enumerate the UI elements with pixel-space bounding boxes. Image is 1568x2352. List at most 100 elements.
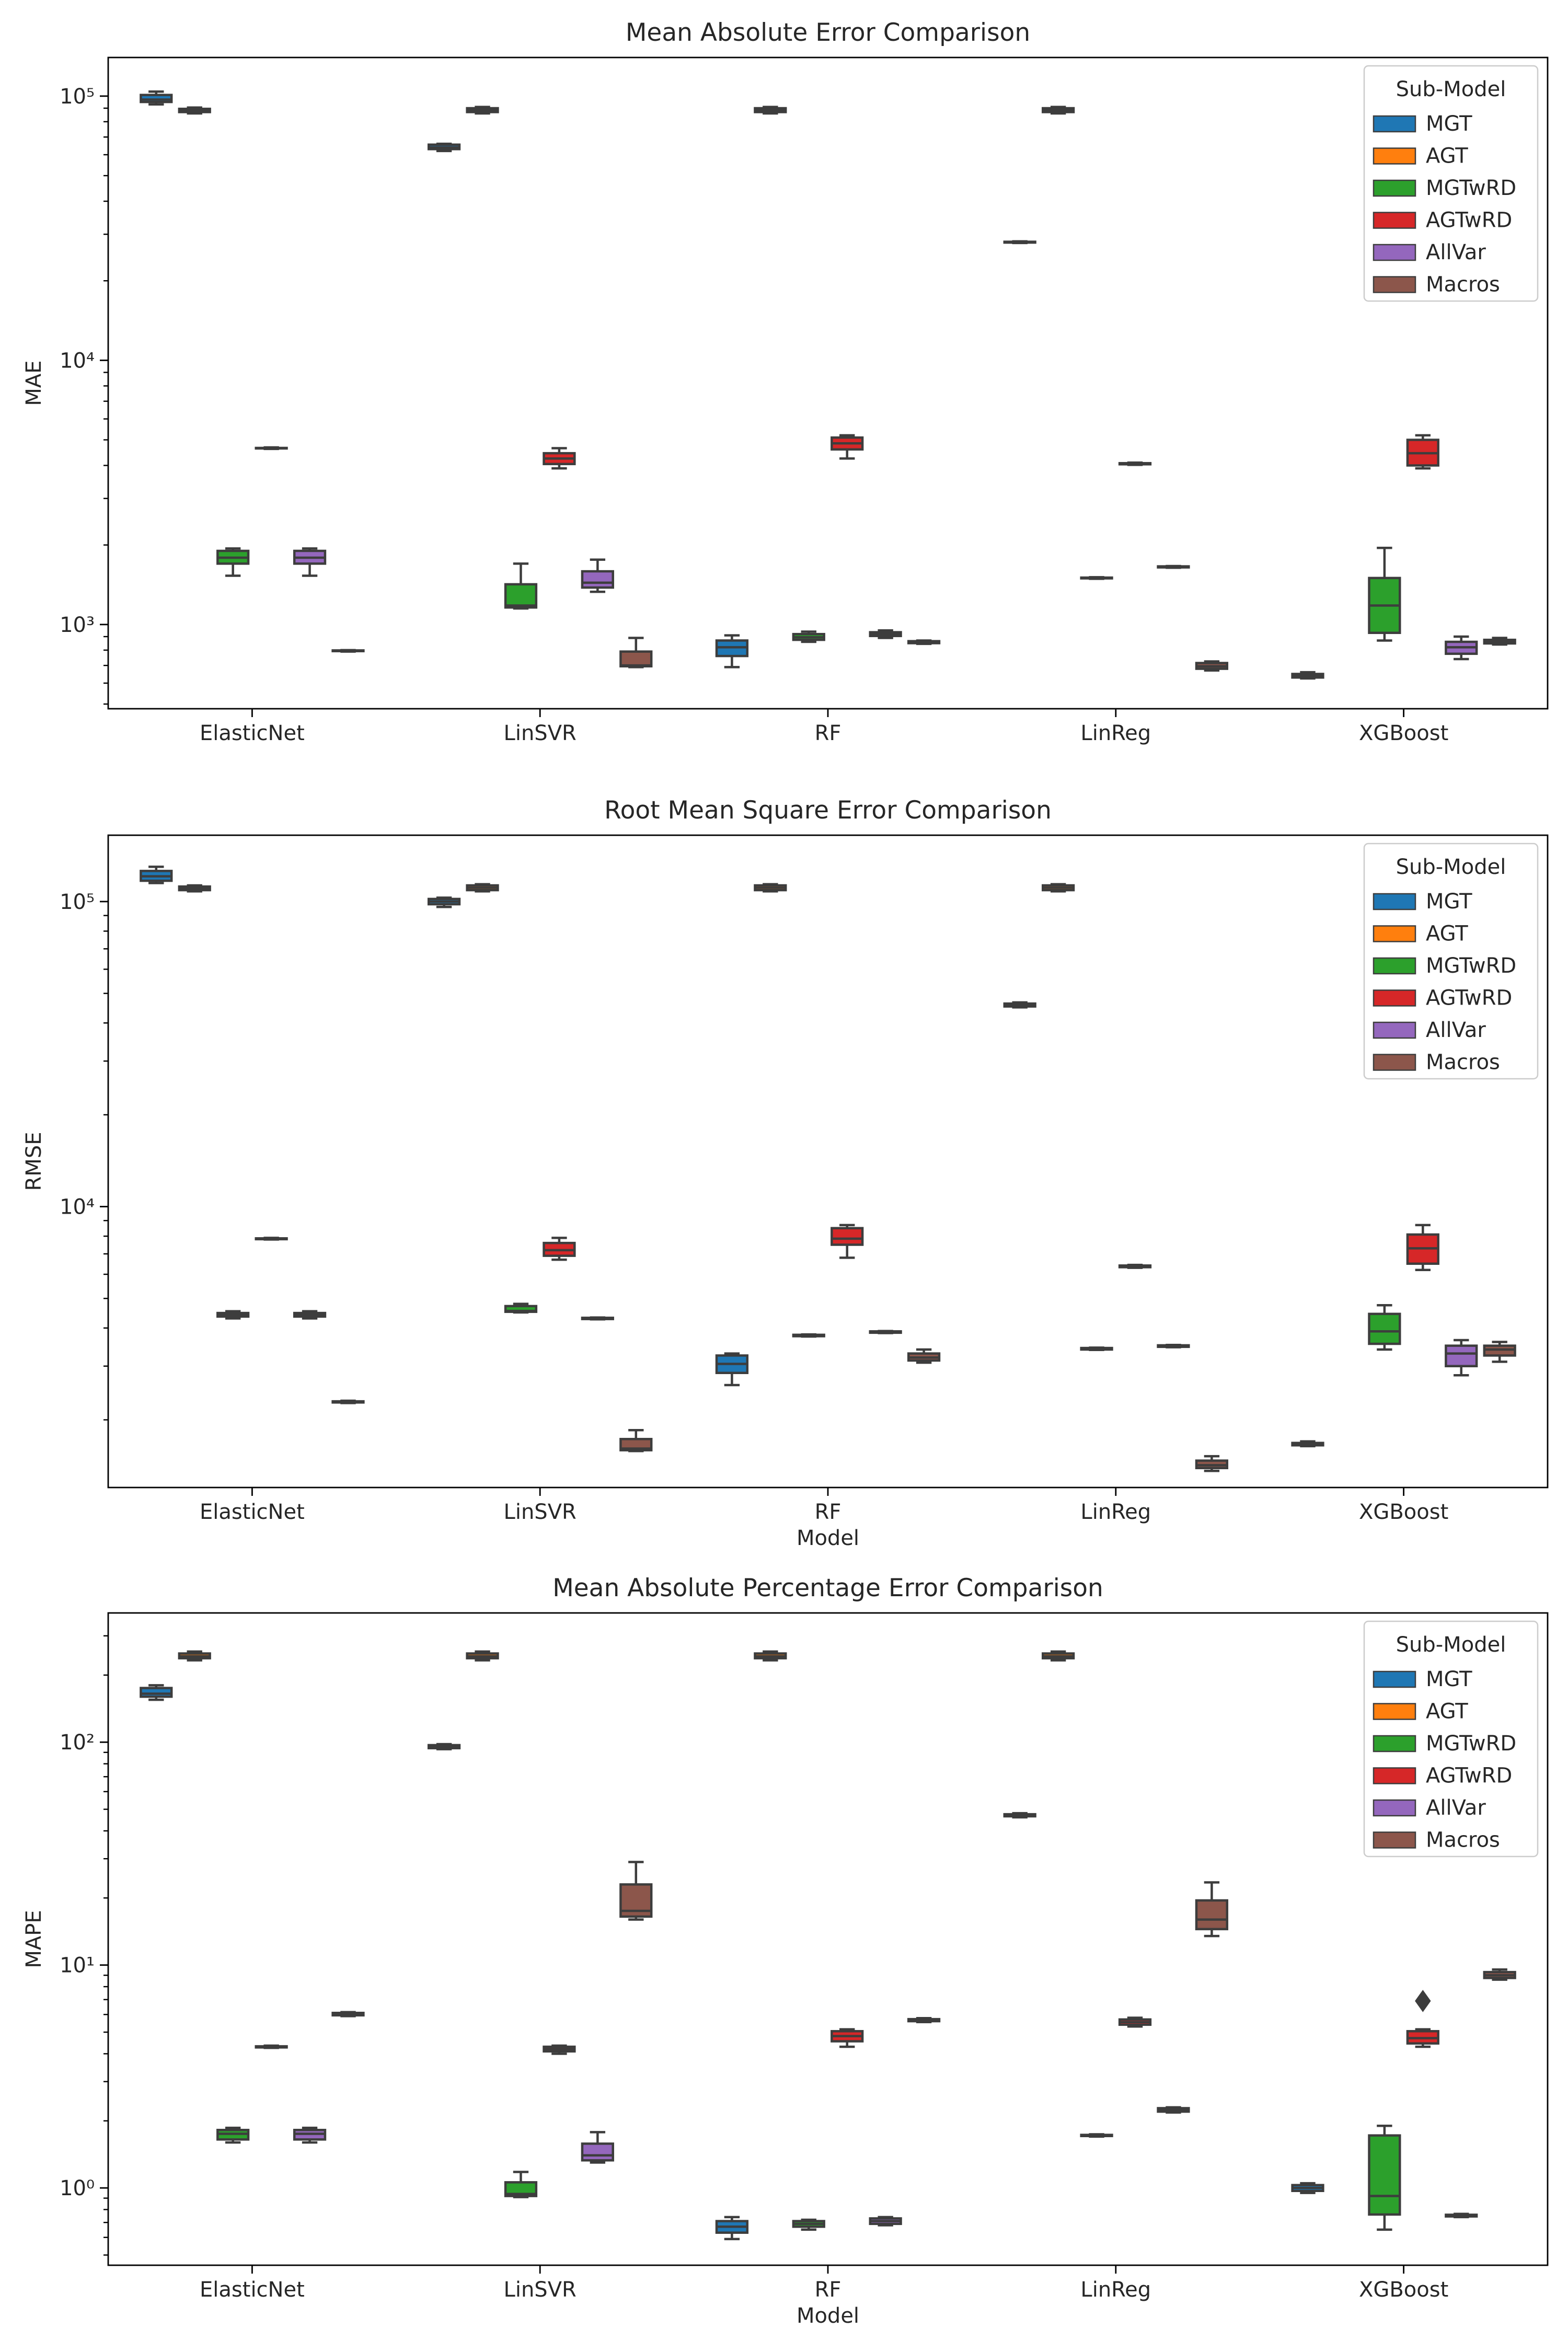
box-linreg-macros — [1195, 1881, 1229, 1938]
box-elasticnet-agtwrd — [255, 446, 288, 451]
legend-entry-label: AGTwRD — [1426, 986, 1512, 1010]
legend-entry-label: MGTwRD — [1426, 176, 1516, 200]
legend: Sub-Model MGT AGT MGTwRD AGTwRD AllVar Macros — [1363, 843, 1539, 1080]
legend: Sub-Model MGT AGT MGTwRD AGTwRD AllVar Macros — [1363, 1620, 1539, 1858]
legend-swatch — [1373, 179, 1416, 197]
box-linsvr-macros — [619, 1861, 653, 1921]
box-linreg-agtwrd — [1118, 461, 1152, 466]
box-linreg-mgt — [1003, 240, 1036, 245]
box-elasticnet-agtwrd — [255, 1237, 288, 1241]
legend-swatch — [1373, 1735, 1416, 1753]
box-rf-mgtwrd — [792, 2218, 825, 2231]
legend-swatch — [1373, 1767, 1416, 1784]
box-linsvr-agt — [466, 883, 499, 893]
y-tick-label: 10⁴ — [60, 349, 95, 373]
box-linsvr-mgtwrd — [504, 2171, 538, 2198]
legend-swatch — [1373, 244, 1416, 261]
legend-entry-label: AllVar — [1426, 1796, 1486, 1820]
legend-entry-label: AGT — [1426, 922, 1468, 946]
box-elasticnet-macros — [331, 2011, 365, 2017]
legend-swatch — [1373, 1799, 1416, 1817]
box-xgboost-mgt — [1291, 1440, 1324, 1448]
y-minor-ticks — [103, 107, 108, 705]
box-elasticnet-mgtwrd — [216, 547, 250, 577]
y-minor-ticks — [103, 1635, 108, 2256]
legend-entry-label: Macros — [1426, 1828, 1500, 1852]
box-iqr — [581, 2142, 614, 2162]
x-tick-label: XGBoost — [1359, 2278, 1448, 2302]
box-linsvr-mgt — [427, 1743, 461, 1750]
x-tick-label: LinSVR — [504, 1500, 577, 1524]
legend-entry-label: AllVar — [1426, 1018, 1486, 1042]
legend-entry-label: MGT — [1426, 112, 1472, 136]
chart-panel-1: Mean Absolute Error Comparison 10³ 10⁴ 10⁵ M… — [22, 18, 1549, 745]
box-xgboost-macros — [1483, 1341, 1516, 1363]
box-elasticnet-macros — [331, 649, 365, 653]
x-tick-label: RF — [815, 721, 841, 745]
legend-swatch — [1373, 1021, 1416, 1039]
axes-frame — [107, 56, 1549, 710]
box-linreg-macros — [1195, 1455, 1229, 1472]
box-rf-agtwrd — [831, 1224, 864, 1259]
x-axis-label: Model — [797, 2304, 859, 2328]
legend-title: Sub-Model — [1396, 1633, 1506, 1657]
box-elasticnet-allvar — [293, 1310, 327, 1320]
y-axis-label: MAPE — [22, 1910, 46, 1968]
box-linsvr-mgt — [427, 896, 461, 908]
legend-entry-label: MGT — [1426, 890, 1472, 914]
y-tick-label: 10⁴ — [60, 1195, 95, 1219]
x-tick-label: RF — [815, 2278, 841, 2302]
box-elasticnet-mgt — [140, 1684, 173, 1701]
box-iqr — [1368, 1312, 1401, 1345]
legend-entry-label: AllVar — [1426, 240, 1486, 264]
legend-entry-label: AGTwRD — [1426, 209, 1512, 233]
box-rf-mgtwrd — [792, 1333, 825, 1338]
box-iqr — [1368, 2134, 1401, 2216]
box-xgboost-agtwrd — [1406, 1224, 1439, 1271]
box-rf-mgtwrd — [792, 630, 825, 643]
box-iqr — [1195, 1899, 1229, 1931]
box-linreg-allvar — [1157, 1343, 1190, 1348]
legend-swatch — [1373, 989, 1416, 1007]
box-elasticnet-agt — [178, 884, 211, 893]
box-elasticnet-agt — [178, 1650, 211, 1662]
y-tick-label: 10³ — [60, 613, 95, 637]
x-tick-label: ElasticNet — [200, 2278, 305, 2302]
box-rf-allvar — [869, 629, 902, 639]
box-rf-allvar — [869, 2216, 902, 2227]
box-rf-mgt — [715, 1352, 749, 1387]
legend-entry-label: MGTwRD — [1426, 954, 1516, 978]
outlier-point — [1415, 1990, 1431, 2012]
box-elasticnet-agt — [178, 106, 211, 115]
y-tick-label: 10⁵ — [60, 85, 95, 109]
box-linreg-allvar — [1157, 564, 1190, 569]
axes-frame — [107, 1612, 1549, 2266]
box-linsvr-allvar — [581, 2131, 614, 2164]
box-linsvr-macros — [619, 1429, 653, 1452]
x-tick-label: LinReg — [1080, 721, 1151, 745]
y-tick-label: 10⁵ — [60, 890, 95, 914]
box-iqr — [581, 570, 614, 589]
box-xgboost-agtwrd — [1406, 2028, 1439, 2048]
box-linreg-mgt — [1003, 1001, 1036, 1009]
box-rf-macros — [907, 2016, 941, 2023]
box-rf-macros — [907, 639, 941, 645]
box-xgboost-allvar — [1445, 635, 1478, 661]
box-linreg-mgt — [1003, 1812, 1036, 1819]
legend-entry-label: AGT — [1426, 144, 1468, 168]
box-elasticnet-mgtwrd — [216, 1310, 250, 1320]
x-tick-label: LinReg — [1080, 2278, 1151, 2302]
box-linreg-mgtwrd — [1080, 1346, 1113, 1352]
box-elasticnet-agtwrd — [255, 2044, 288, 2049]
legend-title: Sub-Model — [1396, 77, 1506, 101]
box-linreg-agt — [1042, 1650, 1075, 1662]
y-axis-label: RMSE — [22, 1132, 46, 1191]
box-linreg-agt — [1042, 106, 1075, 115]
box-linreg-macros — [1195, 660, 1229, 672]
legend-swatch — [1373, 1831, 1416, 1849]
y-tick-label: 10⁰ — [60, 2176, 95, 2200]
chart-title: Mean Absolute Error Comparison — [626, 18, 1030, 47]
box-xgboost-macros — [1483, 637, 1516, 646]
box-elasticnet-allvar — [293, 2126, 327, 2144]
